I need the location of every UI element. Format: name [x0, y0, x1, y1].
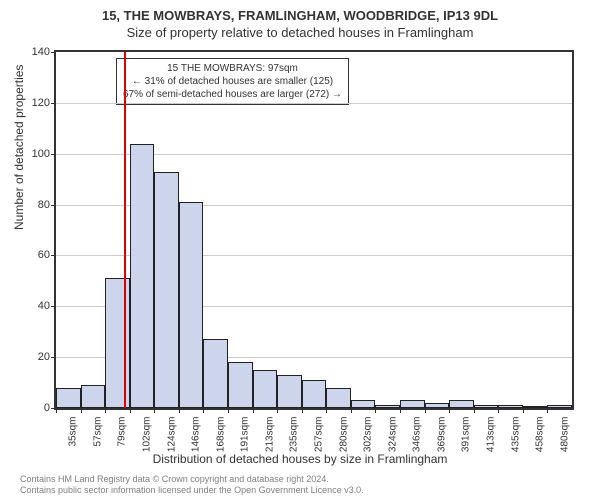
bar — [203, 339, 228, 408]
xtick-mark — [523, 408, 524, 413]
infobox-line1: 15 THE MOWBRAYS: 97sqm — [123, 62, 342, 75]
y-axis-label: Number of detached properties — [12, 65, 26, 230]
bar — [474, 405, 499, 408]
ytick-mark — [51, 103, 56, 104]
xtick-mark — [228, 408, 229, 413]
xtick-mark — [179, 408, 180, 413]
bar — [56, 388, 81, 408]
bar — [523, 406, 548, 408]
bar — [351, 400, 376, 408]
xtick-mark — [253, 408, 254, 413]
xtick-mark — [425, 408, 426, 413]
property-marker-line — [124, 52, 126, 408]
bar — [498, 405, 523, 408]
xtick-mark — [449, 408, 450, 413]
xtick-mark — [498, 408, 499, 413]
bar — [425, 403, 450, 408]
xtick-mark — [277, 408, 278, 413]
xtick-mark — [154, 408, 155, 413]
ytick-mark — [51, 205, 56, 206]
xtick-mark — [351, 408, 352, 413]
plot-area: 15 THE MOWBRAYS: 97sqm ← 31% of detached… — [54, 50, 574, 410]
bar — [326, 388, 351, 408]
bar — [130, 144, 155, 408]
gridline — [56, 103, 572, 104]
ytick-mark — [51, 52, 56, 53]
property-info-box: 15 THE MOWBRAYS: 97sqm ← 31% of detached… — [116, 58, 349, 105]
title-sub: Size of property relative to detached ho… — [0, 23, 600, 40]
bar — [302, 380, 327, 408]
xtick-mark — [203, 408, 204, 413]
title-main: 15, THE MOWBRAYS, FRAMLINGHAM, WOODBRIDG… — [0, 0, 600, 23]
ytick-mark — [51, 306, 56, 307]
chart-container: 15, THE MOWBRAYS, FRAMLINGHAM, WOODBRIDG… — [0, 0, 600, 500]
infobox-line3: 67% of semi-detached houses are larger (… — [123, 88, 342, 101]
infobox-line2: ← 31% of detached houses are smaller (12… — [123, 75, 342, 88]
footer-line2: Contains public sector information licen… — [20, 485, 364, 496]
footer-line1: Contains HM Land Registry data © Crown c… — [20, 474, 364, 485]
xtick-mark — [130, 408, 131, 413]
footer-attribution: Contains HM Land Registry data © Crown c… — [20, 474, 364, 497]
xtick-mark — [81, 408, 82, 413]
xtick-mark — [400, 408, 401, 413]
bar — [375, 405, 400, 408]
bar — [81, 385, 106, 408]
bar — [547, 405, 572, 408]
bar — [179, 202, 204, 408]
bar — [277, 375, 302, 408]
ytick-mark — [51, 357, 56, 358]
ytick-mark — [51, 255, 56, 256]
xtick-mark — [547, 408, 548, 413]
bar — [449, 400, 474, 408]
xtick-mark — [105, 408, 106, 413]
xtick-mark — [474, 408, 475, 413]
bar — [400, 400, 425, 408]
bar — [228, 362, 253, 408]
xtick-mark — [56, 408, 57, 413]
x-axis-label: Distribution of detached houses by size … — [0, 452, 600, 466]
xtick-mark — [326, 408, 327, 413]
ytick-mark — [51, 154, 56, 155]
xtick-mark — [302, 408, 303, 413]
xtick-mark — [375, 408, 376, 413]
bar — [253, 370, 278, 408]
bar — [154, 172, 179, 408]
